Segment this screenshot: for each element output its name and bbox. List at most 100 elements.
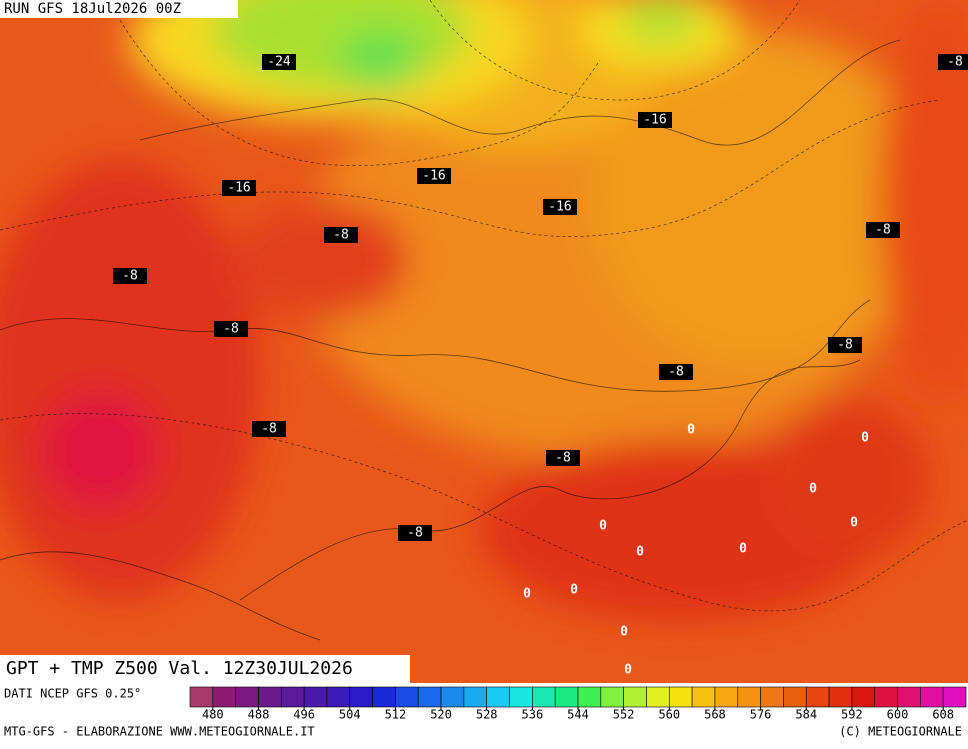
colorbar-cell (258, 686, 282, 708)
colorbar-cell (897, 686, 921, 708)
colorbar-cell (783, 686, 807, 708)
colorbar-cell (737, 686, 761, 708)
contour-label: 0 (809, 482, 817, 497)
label-box (398, 525, 432, 541)
contour-label: 0 (850, 516, 858, 531)
colorbar-cell (235, 686, 259, 708)
colorbar-cell (600, 686, 624, 708)
colorbar-cell (532, 686, 556, 708)
colorbar-cell (554, 686, 579, 708)
contour-label: -8 (555, 451, 571, 466)
contour-label: -8 (122, 269, 138, 284)
colorbar-tick-label: 568 (704, 708, 726, 722)
contour-label: -16 (422, 169, 445, 184)
contour-label: -8 (875, 223, 891, 238)
colorbar-tick-label: 544 (567, 708, 589, 722)
colorbar-tick-label: 576 (750, 708, 772, 722)
label-box (262, 54, 296, 70)
legend-source: DATI NCEP GFS 0.25° (4, 687, 141, 701)
colorbar-cell (303, 686, 328, 708)
colorbar-tick-label: 504 (339, 708, 361, 722)
label-box (659, 364, 693, 380)
colorbar-cell (577, 686, 602, 708)
contour-label: 0 (624, 663, 632, 678)
contour-label: 0 (620, 625, 628, 640)
colorbar-tick-label: 512 (385, 708, 407, 722)
run-label: RUN GFS 18Jul2026 00Z (4, 1, 181, 17)
colorbar-tick-label: 520 (430, 708, 452, 722)
colorbar-cell (212, 686, 236, 708)
label-box (214, 321, 248, 337)
contour-label: -16 (227, 181, 250, 196)
map (0, 0, 968, 683)
colorbar-cell (349, 686, 373, 708)
contour-label: 0 (599, 519, 607, 534)
colorbar-tick-label: 496 (293, 708, 315, 722)
colorbar-cell (714, 686, 739, 708)
label-box (828, 337, 862, 353)
colorbar-cell (691, 686, 716, 708)
footer-left: MTG-GFS - ELABORAZIONE WWW.METEOGIORNALE… (4, 725, 315, 739)
colorbar-cell (463, 686, 488, 708)
label-box (252, 421, 286, 437)
contour-label: -8 (668, 365, 684, 380)
label-box (638, 112, 672, 128)
colorbar-cell (828, 686, 853, 708)
label-box (938, 54, 968, 70)
contour-label: 0 (636, 545, 644, 560)
contour-label: 0 (523, 587, 531, 602)
colorbar-tick-label: 600 (887, 708, 909, 722)
contour-label: -8 (947, 55, 963, 70)
contour-label: 0 (739, 542, 747, 557)
label-box (546, 450, 580, 466)
colorbar-tick-label: 560 (658, 708, 680, 722)
colorbar-cell (920, 686, 944, 708)
colorbar-cell (942, 686, 967, 708)
title-box (0, 655, 410, 683)
colorbar-tick-label: 592 (841, 708, 863, 722)
colorbar-tick-label: 536 (522, 708, 544, 722)
colorbar-cell (646, 686, 670, 708)
colorbar-cell (874, 686, 898, 708)
contour-label: -16 (548, 200, 571, 215)
contour-label: -16 (643, 113, 666, 128)
colorbar-cell (805, 686, 830, 708)
label-box (543, 199, 577, 215)
label-box (417, 168, 451, 184)
colorbar-tick-label: 480 (202, 708, 224, 722)
contour-label: -8 (333, 228, 349, 243)
contour-label: 0 (570, 583, 578, 598)
colorbar-tick-label: 552 (613, 708, 635, 722)
colorbar-tick-label: 488 (248, 708, 270, 722)
contour-label: 0 (861, 431, 869, 446)
run-box (0, 0, 238, 18)
label-box (324, 227, 358, 243)
contour-label: -8 (261, 422, 277, 437)
colorbar-cell (440, 686, 465, 708)
contour-label: -8 (223, 322, 239, 337)
colorbar-cell (851, 686, 876, 708)
colorbar-cell (372, 686, 396, 708)
label-box (222, 180, 256, 196)
colorbar-cell (280, 686, 305, 708)
colorbar-cell (509, 686, 533, 708)
label-box (866, 222, 900, 238)
colorbar-tick-label: 528 (476, 708, 498, 722)
colorbar-cell (486, 686, 510, 708)
contour-label: -8 (837, 338, 853, 353)
colorbar-cell (395, 686, 419, 708)
colorbar-cell (326, 686, 351, 708)
contour-label: 0 (687, 423, 695, 438)
colorbar-cell (668, 686, 693, 708)
colorbar-cell (189, 686, 214, 708)
colorbar-cell (760, 686, 784, 708)
label-box (113, 268, 147, 284)
colorbar-tick-label: 608 (932, 708, 954, 722)
contour-label: -8 (407, 526, 423, 541)
colorbar-cell (417, 686, 442, 708)
contour-label: -24 (267, 55, 291, 70)
colorbar-tick-label: 584 (795, 708, 817, 722)
colorbar-cell (623, 686, 647, 708)
footer-right: (C) METEOGIORNALE (839, 725, 962, 739)
